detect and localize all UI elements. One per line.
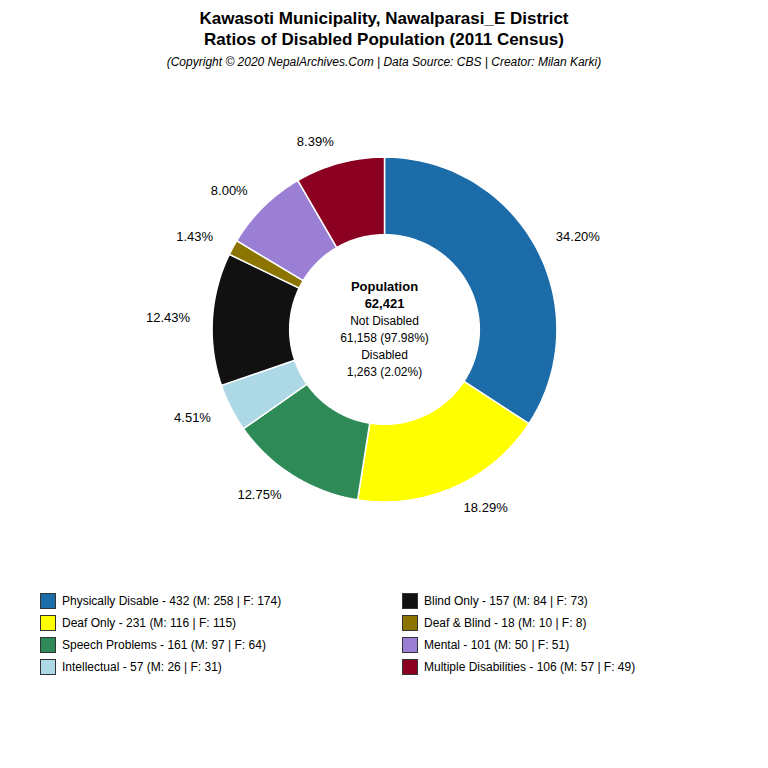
svg-text:18.29%: 18.29% xyxy=(464,499,509,514)
html-text:Deaf & Blind - 18 (M: 10 | F:: Deaf & Blind - 18 (M: 10 | F: 8) xyxy=(424,615,587,630)
svg-text:8.00%: 8.00% xyxy=(211,182,248,197)
html-text:Blind Only - 157 (M: 84 | F: 7: Blind Only - 157 (M: 84 | F: 73) xyxy=(424,593,588,608)
html-text:Mental - 101 (M: 50 | F: 51): Mental - 101 (M: 50 | F: 51) xyxy=(424,637,570,652)
html-text:Kawasoti Municipality, Nawalpa: Kawasoti Municipality, Nawalparasi_E Dis… xyxy=(199,9,569,50)
html-text:(Copyright © 2020 NepalArchive: (Copyright © 2020 NepalArchives.Com | Da… xyxy=(166,54,602,69)
svg-text:1.43%: 1.43% xyxy=(176,228,213,243)
svg-text:Disabled: Disabled xyxy=(361,348,408,362)
html-text:Deaf Only - 231 (M: 116 | F: 1: Deaf Only - 231 (M: 116 | F: 115) xyxy=(62,615,237,630)
svg-text:Not Disabled: Not Disabled xyxy=(350,313,419,327)
svg-text:Population: Population xyxy=(351,278,418,293)
svg-text:4.51%: 4.51% xyxy=(174,410,211,425)
svg-text:12.75%: 12.75% xyxy=(237,487,282,502)
html-text:Speech Problems - 161 (M: 97 |: Speech Problems - 161 (M: 97 | F: 64) xyxy=(62,637,266,652)
svg-text:62,421: 62,421 xyxy=(365,295,405,310)
svg-text:1,263 (2.02%): 1,263 (2.02%) xyxy=(347,365,422,379)
svg-text:34.20%: 34.20% xyxy=(556,228,601,243)
html-text:Intellectual - 57 (M: 26 | F:: Intellectual - 57 (M: 26 | F: 31) xyxy=(62,659,222,674)
svg-text:61,158 (97.98%): 61,158 (97.98%) xyxy=(340,330,429,344)
html-text:Multiple Disabilities - 106 (M: Multiple Disabilities - 106 (M: 57 | F: … xyxy=(424,659,636,674)
html-text:Physically Disable - 432 (M: 2: Physically Disable - 432 (M: 258 | F: 17… xyxy=(62,593,282,608)
svg-text:8.39%: 8.39% xyxy=(297,133,334,148)
svg-text:12.43%: 12.43% xyxy=(146,309,191,324)
